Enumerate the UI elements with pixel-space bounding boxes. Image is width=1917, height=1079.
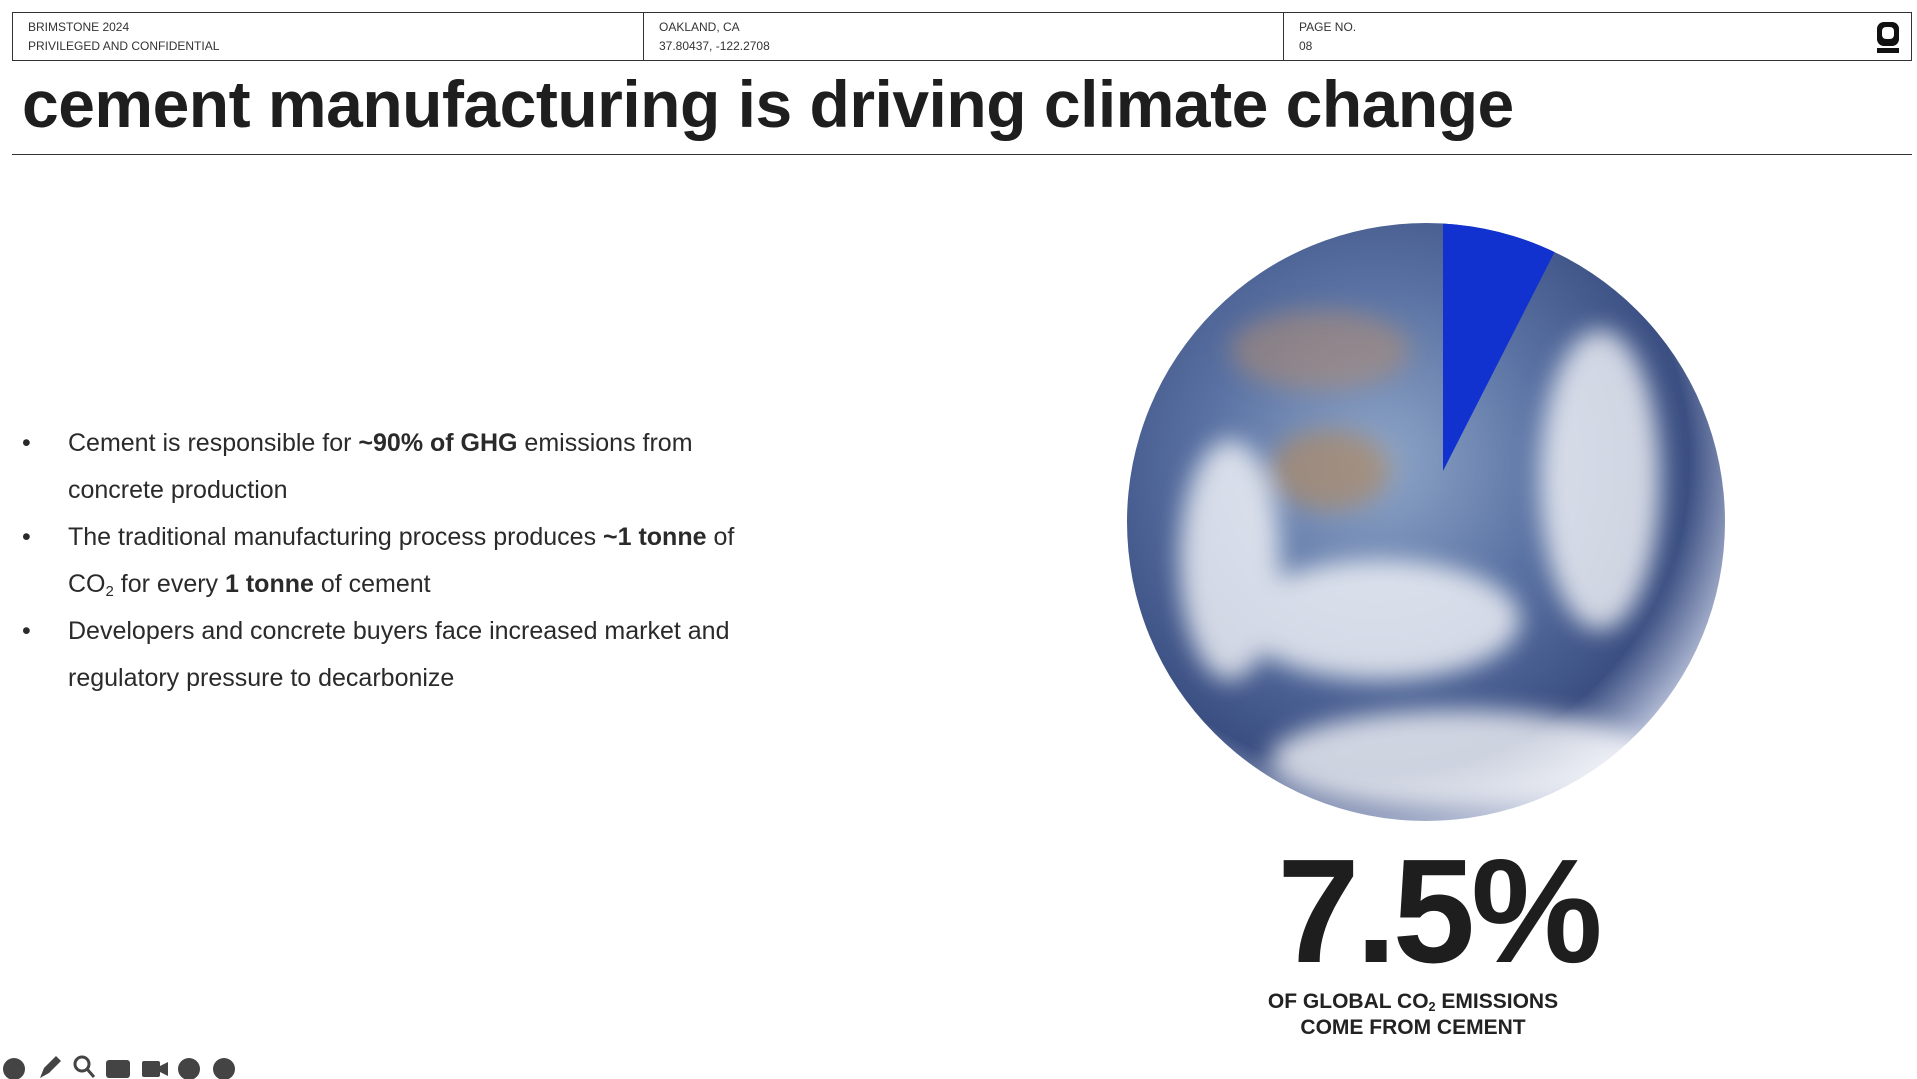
text-run: of CO xyxy=(68,523,735,598)
camera-button[interactable] xyxy=(142,1061,168,1077)
text-run: Cement is responsible for xyxy=(68,429,359,457)
header-text: OAKLAND, CA xyxy=(659,20,740,34)
slide-title: cement manufacturing is driving climate … xyxy=(22,67,1514,141)
header-bar: BRIMSTONE 2024 PRIVILEGED AND CONFIDENTIA… xyxy=(12,12,1912,61)
bullet-item: Cement is responsible for ~90% of GHG em… xyxy=(22,420,782,514)
stat-value: 7.5% xyxy=(1277,829,1602,994)
text-run: Developers and concrete buyers face incr… xyxy=(68,617,730,692)
text-run: of cement xyxy=(313,570,431,598)
bold-text: ~90% of GHG xyxy=(358,429,518,457)
pen-button[interactable] xyxy=(40,1056,61,1078)
header-text: 08 xyxy=(1299,39,1313,53)
text-run: EMISSIONS xyxy=(1435,990,1559,1013)
header-text: PRIVILEGED AND CONFIDENTIAL xyxy=(28,39,220,53)
header-text: 37.80437, -122.2708 xyxy=(659,39,770,53)
captions-button[interactable] xyxy=(106,1060,130,1078)
share-wedge xyxy=(1443,223,1670,471)
text-run: COME FROM CEMENT xyxy=(1300,1016,1526,1039)
bold-text: ~1 tonne xyxy=(603,523,707,551)
header-left: BRIMSTONE 2024 PRIVILEGED AND CONFIDENTIA… xyxy=(13,13,643,60)
header-text: PAGE NO. xyxy=(1299,20,1357,34)
header-text: BRIMSTONE 2024 xyxy=(28,20,130,34)
text-run: emissions from concrete production xyxy=(68,429,693,504)
subscript: 2 xyxy=(105,582,114,600)
text-run: The traditional manufacturing process pr… xyxy=(68,523,604,551)
caption-line: OF GLOBAL CO2 EMISSIONS xyxy=(1213,989,1613,1015)
toolbar xyxy=(3,1055,235,1079)
text-run: OF GLOBAL CO xyxy=(1267,990,1429,1013)
header-middle: OAKLAND, CA 37.80437, -122.2708 xyxy=(643,13,1283,60)
title-rule xyxy=(12,154,1912,155)
bullet-item: Developers and concrete buyers face incr… xyxy=(22,608,782,702)
prev-button[interactable] xyxy=(3,1058,25,1079)
more-button[interactable] xyxy=(178,1058,200,1079)
caption-line: COME FROM CEMENT xyxy=(1213,1015,1613,1041)
logo xyxy=(1877,22,1899,53)
subscript: 2 xyxy=(1428,1000,1436,1015)
stat-caption: OF GLOBAL CO2 EMISSIONS COME FROM CEMENT xyxy=(1213,989,1613,1041)
next-button[interactable] xyxy=(213,1058,235,1079)
zoom-button[interactable] xyxy=(73,1055,96,1078)
text-run: for every xyxy=(113,570,225,598)
header-right: PAGE NO. 08 xyxy=(1283,13,1911,60)
bold-text: 1 tonne xyxy=(225,570,314,598)
bullet-list: Cement is responsible for ~90% of GHG em… xyxy=(22,420,782,702)
clouds xyxy=(1180,310,1660,810)
bullet-item: The traditional manufacturing process pr… xyxy=(22,514,782,608)
